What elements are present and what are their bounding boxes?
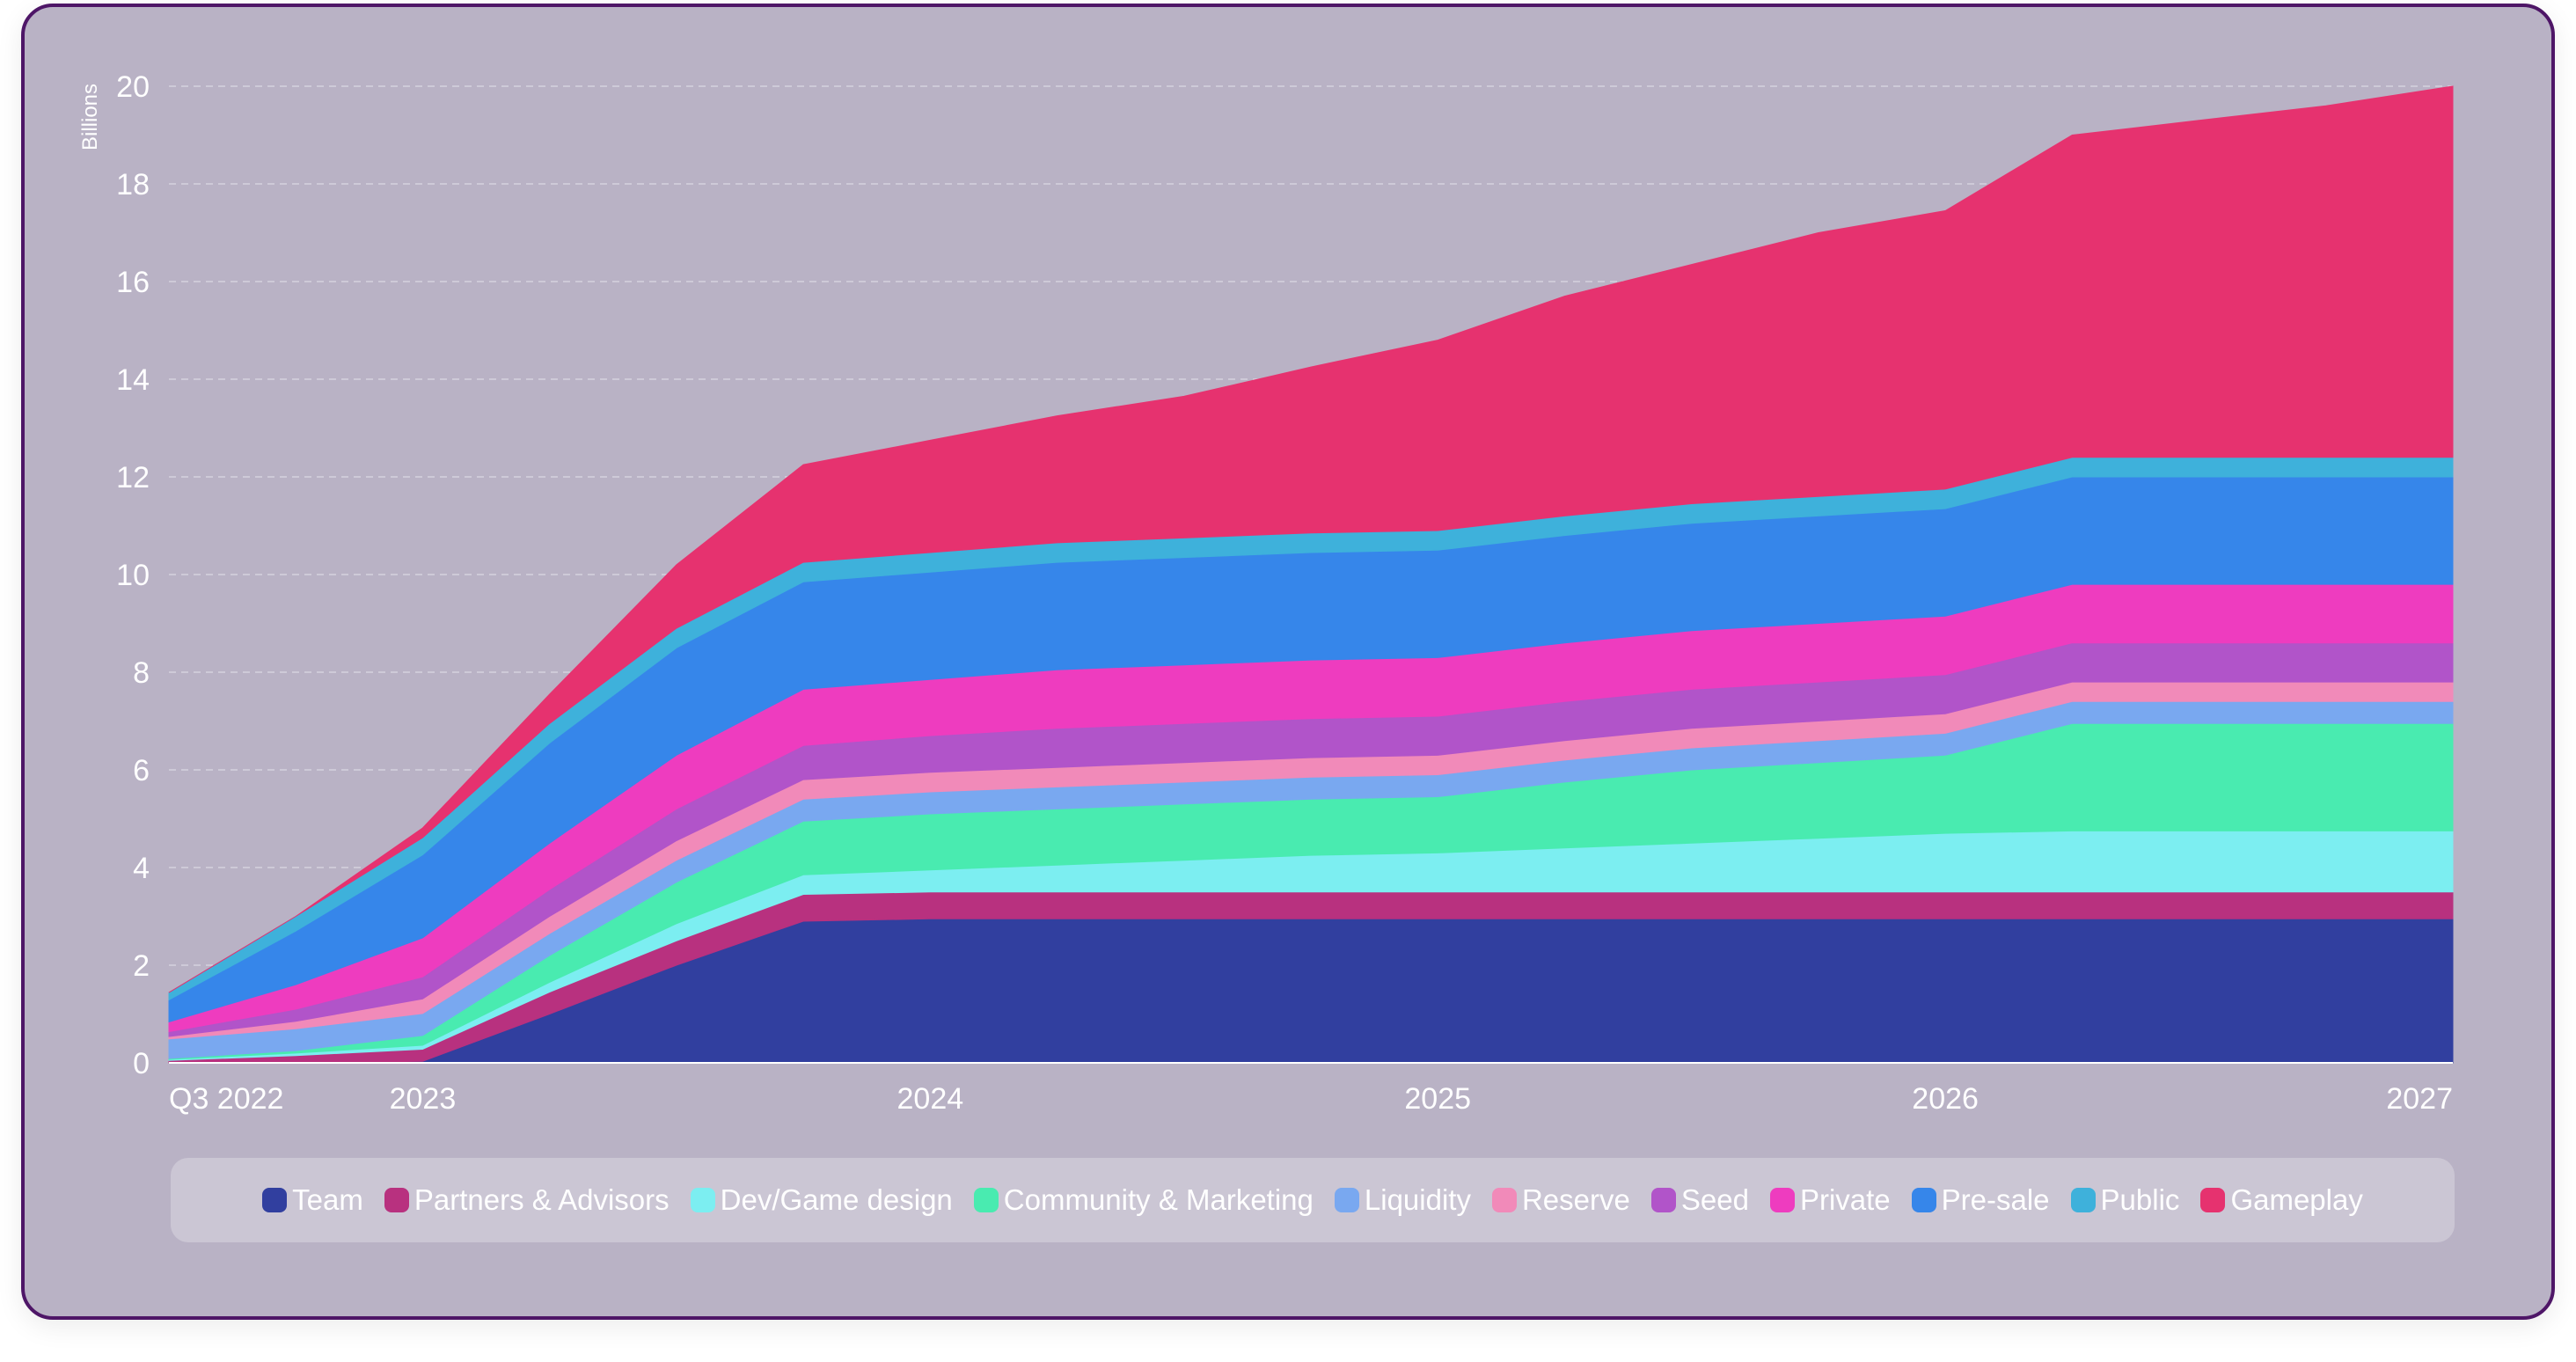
legend-item-seed[interactable]: Seed (1650, 1183, 1749, 1217)
legend-swatch (1769, 1188, 1795, 1212)
legend-swatch (384, 1188, 409, 1212)
legend-label: Private (1799, 1183, 1891, 1216)
series-area-gameplay (168, 85, 2454, 993)
legend-label: Seed (1680, 1183, 1749, 1216)
x-tick-label: 2027 (2386, 1082, 2453, 1116)
legend-item-private[interactable]: Private (1769, 1183, 1891, 1217)
legend-swatch (973, 1188, 999, 1212)
x-tick-label: 2023 (390, 1082, 457, 1116)
legend-swatch (1911, 1188, 1936, 1212)
legend-swatch (2070, 1188, 2096, 1212)
x-tick-label: Q3 2022 (169, 1082, 283, 1116)
legend-item-liquidity[interactable]: Liquidity (1334, 1183, 1471, 1217)
legend-item-team[interactable]: Team (262, 1183, 363, 1217)
chart-legend: Team Partners & Advisors Dev/Game design Co… (171, 1158, 2455, 1242)
x-tick-label: 2026 (1912, 1082, 1979, 1116)
y-tick-label: 0 (133, 1047, 150, 1080)
legend-item-dev-game-design[interactable]: Dev/Game design (690, 1183, 953, 1217)
y-tick-label: 12 (116, 461, 150, 494)
legend-label: Pre-sale (1941, 1183, 2050, 1216)
legend-label: Partners & Advisors (413, 1183, 670, 1216)
chart-card: Billions 0 2 4 6 8 10 12 14 16 18 20 Q3 2022 2023 202… (21, 4, 2555, 1320)
legend-swatch (690, 1188, 715, 1212)
stacked-area-chart: Billions 0 2 4 6 8 10 12 14 16 18 20 Q3 2022 2023 202… (78, 70, 2454, 1116)
axes: Billions 0 2 4 6 8 10 12 14 16 18 20 Q3 2022 2023 202… (78, 70, 2453, 1116)
y-tick-label: 8 (133, 656, 150, 690)
legend-item-pre-sale[interactable]: Pre-sale (1911, 1183, 2050, 1217)
y-tick-label: 10 (116, 559, 150, 592)
legend-item-public[interactable]: Public (2070, 1183, 2180, 1217)
legend-item-partners-advisors[interactable]: Partners & Advisors (384, 1183, 670, 1217)
legend-label: Dev/Game design (720, 1183, 953, 1216)
y-tick-label: 4 (133, 852, 150, 885)
legend-label: Public (2100, 1183, 2180, 1216)
x-tick-label: 2024 (897, 1082, 964, 1116)
y-axis-label: Billions (78, 84, 102, 150)
legend-label: Liquidity (1364, 1183, 1471, 1216)
legend-label: Community & Marketing (1003, 1183, 1314, 1216)
legend-item-community-marketing[interactable]: Community & Marketing (973, 1183, 1314, 1217)
legend-label: Gameplay (2230, 1183, 2363, 1216)
y-tick-label: 18 (116, 168, 150, 201)
y-tick-label: 20 (116, 70, 150, 104)
legend-swatch (1650, 1188, 1676, 1212)
legend-swatch (1334, 1188, 1359, 1212)
legend-swatch (262, 1188, 288, 1212)
y-tick-label: 6 (133, 754, 150, 787)
y-tick-label: 14 (116, 363, 150, 397)
legend-label: Reserve (1521, 1183, 1630, 1216)
legend-swatch (1491, 1188, 1517, 1212)
area-series (168, 85, 2454, 1064)
x-tick-label: 2025 (1404, 1082, 1471, 1116)
legend-item-gameplay[interactable]: Gameplay (2200, 1183, 2363, 1217)
legend-label: Team (292, 1183, 363, 1216)
y-tick-label: 16 (116, 266, 150, 299)
legend-item-reserve[interactable]: Reserve (1491, 1183, 1630, 1217)
y-tick-label: 2 (133, 949, 150, 983)
legend-swatch (2200, 1188, 2226, 1212)
